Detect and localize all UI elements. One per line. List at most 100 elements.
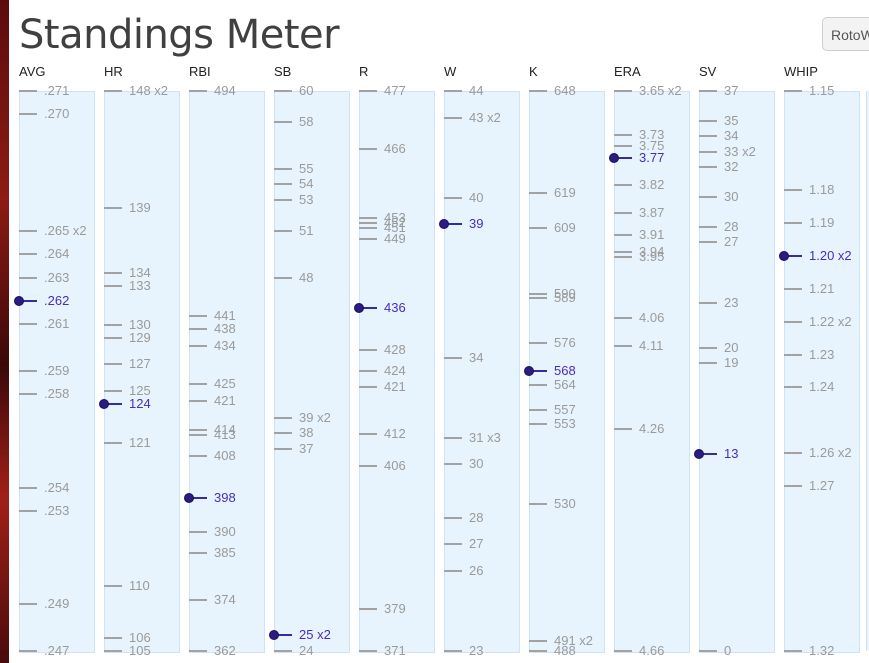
tick-label: .265 x2 [44, 223, 87, 238]
tick-line [104, 207, 122, 210]
tick-label: 4.06 [639, 310, 665, 326]
tick-line [614, 250, 632, 253]
tick-line [699, 226, 717, 229]
tick-line [19, 253, 37, 256]
tick-line [189, 344, 207, 347]
rotowire-button[interactable]: RotoW [822, 17, 869, 51]
tick-line [104, 285, 122, 288]
tick-line [699, 453, 717, 456]
tick-label: 3.65 x2 [639, 83, 682, 98]
tick-line [359, 607, 377, 610]
tick-line [189, 650, 207, 652]
tick-label: 619 [554, 184, 576, 200]
tick-label: 3.94 [639, 243, 665, 259]
column-label-sb: SB [274, 64, 292, 79]
tick-line [19, 276, 37, 279]
tick-label: 134 [129, 265, 151, 281]
tick-label: 106 [129, 629, 151, 645]
tick-line [19, 486, 37, 489]
tick-label: 4.26 [639, 421, 665, 437]
tick-label: 4.66 [639, 643, 665, 658]
tick-line [614, 256, 632, 259]
tick-line [614, 345, 632, 348]
tick-label: 1.21 [809, 280, 835, 296]
tick-label: 3.73 [639, 127, 665, 143]
tick-label: 110 [129, 577, 150, 593]
tick-line [699, 241, 717, 244]
tick-line [189, 454, 207, 457]
tick-line [699, 650, 717, 652]
tick-line [359, 227, 377, 230]
tick-line [19, 113, 37, 116]
tick-label: 398 [214, 490, 236, 506]
tick-line [189, 531, 207, 534]
tick-line [699, 165, 717, 168]
tick-label: 1.32 [809, 643, 835, 658]
tick-line [529, 639, 547, 642]
tick-line [699, 90, 717, 92]
my-team-dot-icon [99, 398, 109, 409]
my-team-dot-icon [609, 152, 619, 163]
tick-line [19, 393, 37, 396]
meter-column-hr: HR 148 x2 139 134 133 130 129 127 125 124 121 110 10… [99, 64, 180, 663]
tick-line [274, 198, 292, 201]
tick-label: 421 [384, 378, 406, 394]
tick-label: 30 [724, 188, 739, 204]
tick-line [614, 90, 632, 92]
tick-line [104, 441, 122, 444]
tick-line [189, 599, 207, 602]
tick-line [444, 516, 462, 519]
tick-label: 362 [214, 643, 236, 658]
tick-line [444, 90, 462, 92]
tick-line [529, 90, 547, 92]
meter-column-k: K 648 619 609 590 589 576 568 564 557 553 530 491 x2… [524, 64, 605, 663]
tick-line [444, 436, 462, 439]
column-label-era: ERA [614, 64, 641, 79]
tick-line [104, 584, 122, 587]
column-bar-whip [784, 91, 860, 653]
tick-line [784, 188, 802, 191]
tick-line [189, 90, 207, 92]
meter-column-sv: SV 37 35 34 33 x2 32 30 28 27 23 20 19 13 0 [694, 64, 775, 663]
tick-line [784, 485, 802, 488]
tick-line [444, 116, 462, 119]
tick-line [274, 276, 292, 279]
tick-line [529, 408, 547, 411]
tick-line [444, 570, 462, 572]
tick-line [784, 650, 802, 652]
tick-label: 51 [299, 223, 314, 238]
tick-line [104, 90, 122, 92]
tick-label: 54 [299, 176, 314, 192]
tick-label: 25 x2 [299, 627, 331, 643]
tick-label: 129 [129, 330, 151, 346]
tick-label: 3.82 [639, 177, 665, 193]
tick-line [274, 167, 292, 170]
tick-label: 1.18 [809, 181, 835, 197]
column-bar-avg [19, 91, 95, 653]
tick-label: 590 [554, 286, 576, 301]
meter-column-whip: WHIP 1.15 1.18 1.19 1.20 x2 1.21 1.22 x2 1.23 1.… [779, 64, 860, 663]
tick-line [444, 356, 462, 359]
tick-label: .261 [44, 316, 70, 332]
tick-label: 371 [384, 643, 406, 658]
tick-label: .263 [44, 269, 70, 285]
tick-line [189, 399, 207, 402]
tick-label: 385 [214, 545, 236, 561]
tick-label: 124 [129, 395, 151, 411]
tick-line [699, 150, 717, 153]
tick-label: 1.26 x2 [809, 445, 852, 461]
column-bar-hr [104, 91, 180, 653]
column-bar-sv [699, 91, 775, 653]
tick-line [784, 287, 802, 290]
tick-label: 3.75 [639, 138, 665, 154]
tick-line [19, 323, 37, 326]
tick-label: 3.77 [639, 149, 665, 165]
tick-line [614, 234, 632, 237]
tick-line [529, 191, 547, 194]
tick-line [189, 314, 207, 317]
column-bar-w [444, 91, 520, 653]
tick-label: 553 [554, 415, 576, 431]
tick-line [189, 497, 207, 500]
tick-line [444, 650, 462, 652]
tick-label: 125 [129, 382, 151, 398]
